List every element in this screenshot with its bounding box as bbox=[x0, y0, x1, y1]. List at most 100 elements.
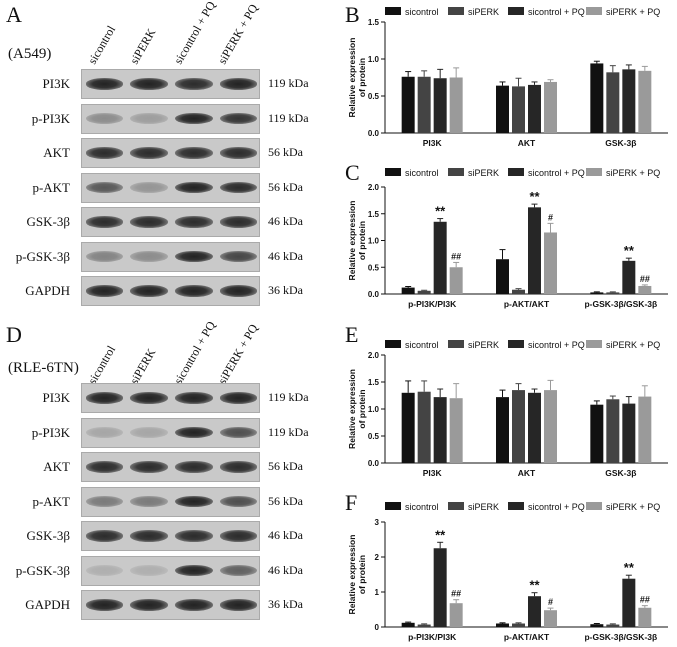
blot-band bbox=[85, 216, 124, 228]
blot-strip bbox=[81, 69, 260, 99]
blot-strip bbox=[81, 103, 260, 134]
category-label: AKT bbox=[518, 468, 536, 478]
blot-band bbox=[85, 426, 124, 439]
blot-row-label: p-AKT bbox=[32, 493, 70, 509]
panel-letter-c: C bbox=[345, 160, 360, 185]
blot-band bbox=[85, 599, 124, 611]
legend-label: siPERK bbox=[468, 168, 499, 178]
blot-band bbox=[219, 392, 258, 404]
significance-mark: ** bbox=[624, 243, 635, 258]
legend-label: sicontrol bbox=[405, 502, 439, 512]
molecular-weight-label: 36 kDa bbox=[268, 283, 303, 297]
blot-row-label: PI3K bbox=[42, 76, 70, 91]
bar bbox=[496, 397, 509, 463]
blot-band bbox=[130, 112, 168, 125]
category-label: AKT bbox=[518, 138, 536, 148]
blot-band bbox=[130, 181, 168, 194]
bar bbox=[512, 289, 525, 294]
bar bbox=[606, 72, 620, 133]
y-tick-label: 3 bbox=[375, 518, 380, 527]
bar bbox=[544, 610, 557, 627]
significance-mark: ** bbox=[435, 527, 446, 542]
significance-mark: ** bbox=[529, 578, 540, 593]
bar bbox=[622, 260, 636, 294]
legend-label: siPERK bbox=[468, 340, 499, 350]
blot-band bbox=[219, 530, 258, 542]
blot-row-label: p-PI3K bbox=[31, 424, 70, 440]
molecular-weight-label: 119 kDa bbox=[268, 110, 309, 125]
blot-band bbox=[175, 285, 213, 297]
bar bbox=[528, 207, 541, 294]
bar bbox=[512, 390, 525, 463]
molecular-weight-label: 119 kDa bbox=[268, 424, 309, 439]
bar bbox=[433, 397, 447, 463]
molecular-weight-label: 119 kDa bbox=[268, 76, 309, 90]
significance-mark: ** bbox=[529, 189, 540, 204]
legend-label: siPERK + PQ bbox=[606, 340, 660, 350]
legend-label: sicontrol bbox=[405, 7, 439, 17]
significance-mark: ## bbox=[640, 274, 650, 284]
legend-swatch bbox=[586, 502, 602, 510]
blot-band bbox=[130, 250, 168, 263]
significance-mark: ## bbox=[640, 595, 650, 605]
blot-band bbox=[85, 392, 124, 404]
bar bbox=[449, 398, 463, 463]
blot-strip bbox=[81, 241, 260, 272]
blot-band bbox=[85, 530, 124, 542]
cell-line-label-rle6tn: (RLE-6TN) bbox=[8, 360, 79, 376]
blot-row-label: p-GSK-3β bbox=[15, 562, 70, 578]
bar bbox=[417, 290, 431, 294]
blot-band bbox=[175, 426, 213, 439]
y-axis-label: of protein bbox=[357, 221, 367, 260]
legend-label: sicontrol + PQ bbox=[528, 7, 585, 17]
molecular-weight-label: 36 kDa bbox=[268, 597, 303, 611]
legend-label: sicontrol + PQ bbox=[528, 502, 585, 512]
blot-band bbox=[130, 495, 168, 508]
blot-strip bbox=[81, 138, 260, 168]
bar bbox=[528, 392, 541, 463]
blot-band bbox=[130, 530, 168, 542]
blot-band bbox=[175, 216, 213, 228]
blot-band bbox=[85, 181, 124, 194]
blot-band bbox=[175, 495, 213, 508]
legend-swatch bbox=[586, 340, 602, 348]
category-label: PI3K bbox=[423, 468, 443, 478]
y-tick-label: 1.5 bbox=[368, 210, 380, 219]
blot-band bbox=[130, 285, 168, 297]
legend-label: siPERK bbox=[468, 502, 499, 512]
y-axis-label: of protein bbox=[357, 58, 367, 97]
bar bbox=[449, 603, 463, 627]
y-tick-label: 1.5 bbox=[368, 18, 380, 27]
blot-strip bbox=[81, 590, 260, 620]
y-tick-label: 0.0 bbox=[368, 459, 380, 468]
legend-swatch bbox=[385, 340, 401, 348]
lane-header-siperk-pq: siPERK + PQ bbox=[215, 321, 261, 387]
bar bbox=[417, 76, 431, 133]
blot-band bbox=[85, 250, 124, 263]
blot-band bbox=[219, 285, 258, 297]
molecular-weight-label: 46 kDa bbox=[268, 562, 303, 577]
legend-label: siPERK bbox=[468, 7, 499, 17]
blot-band bbox=[219, 564, 258, 577]
significance-mark: # bbox=[548, 597, 553, 607]
blot-band bbox=[130, 461, 168, 473]
molecular-weight-label: 46 kDa bbox=[268, 528, 303, 542]
category-label: PI3K bbox=[423, 138, 443, 148]
bar bbox=[417, 624, 431, 627]
lane-header-siperk: siPERK bbox=[127, 345, 159, 387]
bar bbox=[512, 623, 525, 627]
blot-band bbox=[130, 78, 168, 90]
blot-row-label: GAPDH bbox=[25, 597, 70, 612]
legend-label: siPERK + PQ bbox=[606, 7, 660, 17]
panel-letter-e: E bbox=[345, 322, 359, 347]
legend-label: siPERK + PQ bbox=[606, 502, 660, 512]
y-axis-label: of protein bbox=[357, 555, 367, 594]
bar bbox=[606, 292, 620, 294]
molecular-weight-label: 56 kDa bbox=[268, 179, 303, 194]
bar bbox=[638, 396, 652, 463]
category-label: p-AKT/AKT bbox=[504, 632, 550, 642]
blot-band bbox=[85, 495, 124, 508]
bar bbox=[528, 84, 541, 133]
blot-strip bbox=[81, 452, 260, 482]
legend-swatch bbox=[448, 168, 464, 176]
